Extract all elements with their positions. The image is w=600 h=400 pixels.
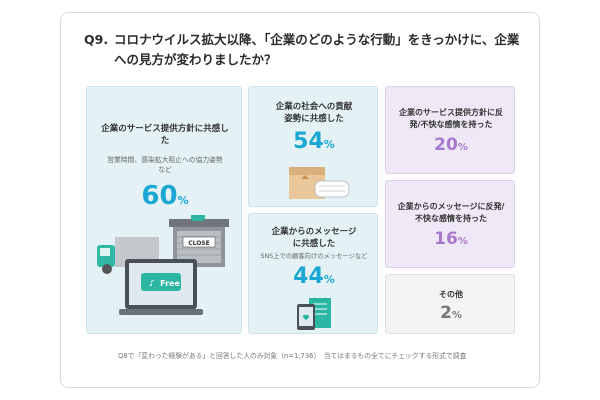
value-number: 60: [141, 181, 178, 211]
value-unit: %: [457, 142, 468, 153]
value-unit: %: [451, 310, 462, 321]
value-number: 2: [440, 303, 452, 323]
value-number: 54: [293, 129, 324, 154]
question-number: Q9.: [84, 32, 109, 47]
item-value: 60%: [87, 181, 243, 211]
item-card-social-contribution: 企業の社会への貢献姿勢に共感した 54%: [248, 86, 378, 207]
item-sub-label: 営業時間、感染拡大阻止への協力姿勢など: [107, 156, 223, 174]
mask-box-illustration: [289, 167, 350, 199]
item-card-message-negative: 企業からのメッセージに反発/不快な感情を持った 16%: [385, 180, 515, 268]
value-number: 16: [434, 229, 458, 249]
item-label: 企業のサービス提供方針に反発/不快な感情を持った: [399, 108, 503, 129]
item-label: 企業の社会への貢献姿勢に共感した: [275, 102, 353, 124]
svg-text:♪: ♪: [149, 279, 155, 289]
item-value: 54%: [249, 129, 379, 154]
item-card-policy-negative: 企業のサービス提供方針に反発/不快な感情を持った 20%: [385, 86, 515, 174]
free-sign-text: Free: [160, 279, 180, 288]
item-card-other: その他 2%: [385, 274, 515, 334]
item-value: 44%: [249, 264, 379, 289]
store-truck-laptop-illustration: CLOSE ♪ Free: [97, 215, 229, 315]
item-value: 20%: [386, 135, 516, 155]
value-number: 44: [293, 264, 324, 289]
value-number: 20: [434, 135, 458, 155]
item-value: 16%: [386, 229, 516, 249]
item-label: 企業からのメッセージに共感した: [271, 227, 357, 249]
question-text: コロナウイルス拡大以降、「企業のどのような行動」をきっかけに、企業への見方が変わ…: [114, 32, 520, 67]
close-sign-text: CLOSE: [188, 240, 210, 247]
value-unit: %: [457, 236, 468, 247]
item-card-service-policy: 企業のサービス提供方針に共感した 営業時間、感染拡大阻止への協力姿勢など 60%…: [86, 86, 242, 334]
item-label: 企業からのメッセージに反発/不快な感情を持った: [397, 202, 505, 223]
value-unit: %: [323, 138, 335, 151]
item-label: 企業のサービス提供方針に共感した: [101, 124, 229, 146]
item-sub-label: SNS上での顧客向けのメッセージなど: [260, 253, 368, 260]
smartphone-document-illustration: [297, 298, 331, 330]
footnote: Q8で「変わった経験がある」と回答した人のみ対象（n=1,736） 当てはまるも…: [118, 352, 467, 360]
item-card-message-empathy: 企業からのメッセージに共感した SNS上での顧客向けのメッセージなど 44%: [248, 213, 378, 334]
item-value: 2%: [386, 303, 516, 323]
item-label: その他: [439, 290, 463, 299]
value-unit: %: [323, 273, 335, 286]
value-unit: %: [177, 194, 189, 207]
